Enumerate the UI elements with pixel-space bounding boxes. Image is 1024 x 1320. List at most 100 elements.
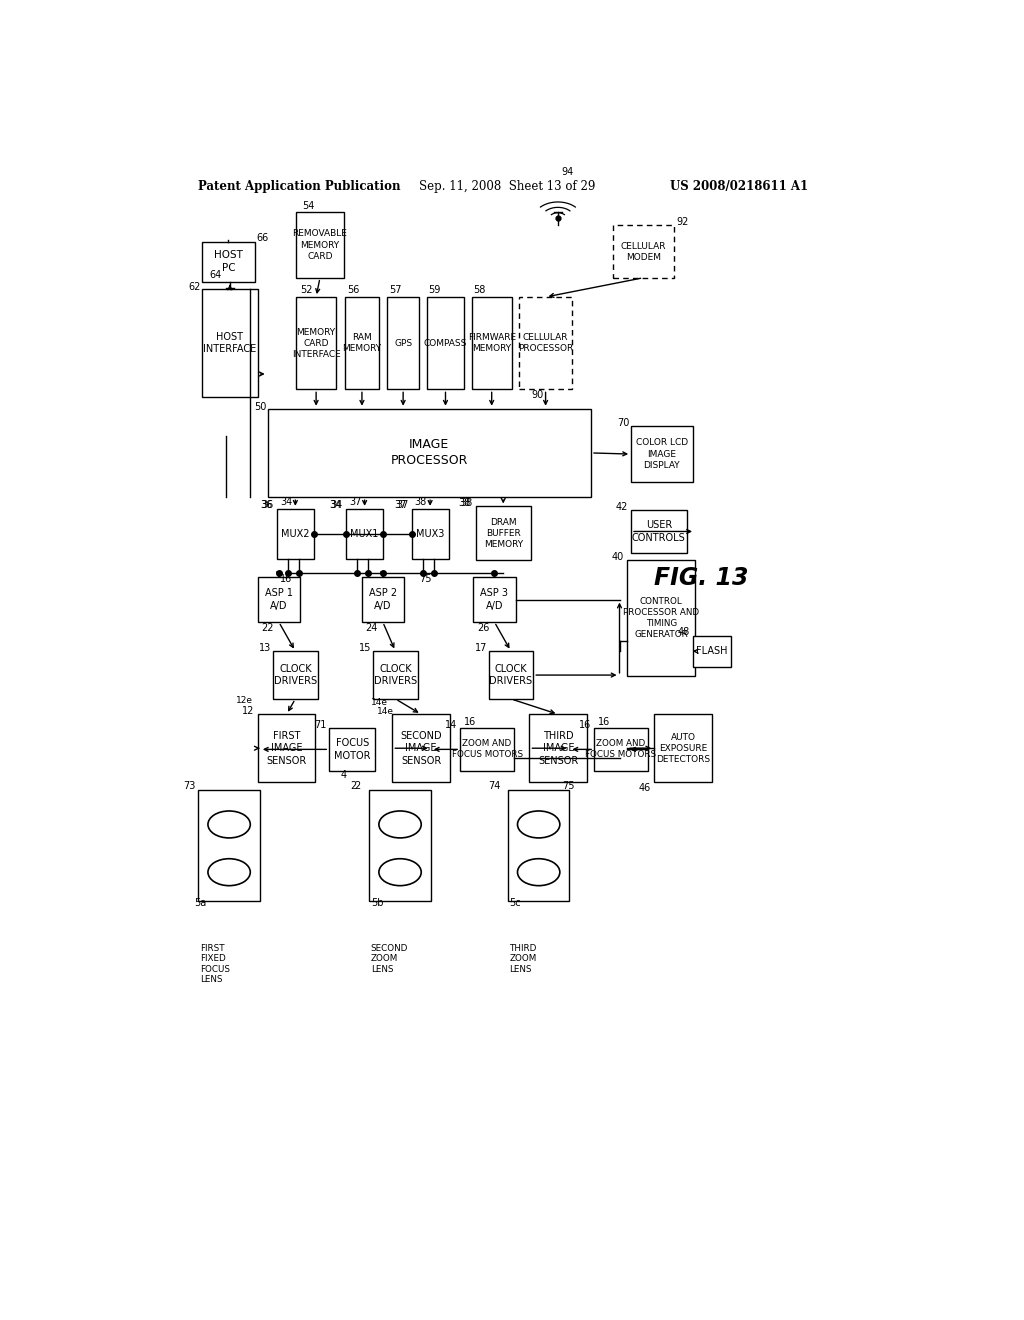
Text: 52: 52 [300, 285, 312, 294]
Text: FOCUS
MOTOR: FOCUS MOTOR [334, 738, 371, 760]
Text: FIRMWARE
MEMORY: FIRMWARE MEMORY [468, 333, 516, 354]
Text: 14e: 14e [377, 708, 394, 715]
Text: Sep. 11, 2008  Sheet 13 of 29: Sep. 11, 2008 Sheet 13 of 29 [419, 180, 596, 193]
Text: 16: 16 [579, 719, 591, 730]
Text: 38: 38 [459, 498, 471, 508]
Bar [296, 297, 336, 389]
Text: ASP 1
A/D: ASP 1 A/D [265, 589, 293, 611]
Text: 74: 74 [488, 781, 501, 792]
Text: 66: 66 [256, 234, 268, 243]
Text: 54: 54 [302, 201, 314, 211]
Bar [519, 297, 571, 389]
Text: CONTROL
PROCESSOR AND
TIMING
GENERATOR: CONTROL PROCESSOR AND TIMING GENERATOR [623, 597, 699, 639]
Text: 71: 71 [313, 719, 327, 730]
Bar [346, 508, 383, 558]
Text: 48: 48 [677, 627, 689, 638]
Bar [199, 789, 260, 902]
Text: RAM
MEMORY: RAM MEMORY [342, 333, 382, 354]
Bar [361, 577, 403, 622]
Text: 40: 40 [611, 552, 624, 562]
Bar [475, 507, 531, 561]
Text: FLASH: FLASH [696, 647, 728, 656]
Text: COLOR LCD
IMAGE
DISPLAY: COLOR LCD IMAGE DISPLAY [636, 438, 688, 470]
Bar [258, 577, 300, 622]
Text: FIG. 13: FIG. 13 [654, 565, 749, 590]
Bar [508, 789, 569, 902]
Text: HOST
INTERFACE: HOST INTERFACE [204, 333, 257, 354]
Text: AUTO
EXPOSURE
DETECTORS: AUTO EXPOSURE DETECTORS [656, 733, 710, 764]
Text: USER
CONTROLS: USER CONTROLS [632, 520, 686, 543]
Bar [631, 426, 692, 482]
Text: FIRST
IMAGE
SENSOR: FIRST IMAGE SENSOR [266, 731, 306, 766]
Bar [628, 561, 695, 676]
Text: HOST
PC: HOST PC [214, 251, 243, 273]
Text: 58: 58 [473, 285, 485, 294]
Bar [631, 511, 686, 553]
Text: 16: 16 [598, 717, 610, 726]
Text: 26: 26 [477, 623, 489, 632]
Text: 5b: 5b [371, 898, 383, 908]
Text: FIRST
FIXED
FOCUS
LENS: FIRST FIXED FOCUS LENS [200, 944, 229, 983]
Bar [612, 226, 674, 277]
Text: 92: 92 [677, 216, 689, 227]
Bar [654, 714, 712, 781]
Text: 22: 22 [261, 623, 274, 632]
Text: CLOCK
DRIVERS: CLOCK DRIVERS [273, 664, 316, 686]
Text: CLOCK
DRIVERS: CLOCK DRIVERS [489, 664, 532, 686]
Text: GPS: GPS [394, 339, 413, 347]
Text: Patent Application Publication: Patent Application Publication [199, 180, 400, 193]
Text: 34: 34 [330, 500, 341, 511]
Bar [387, 297, 419, 389]
Text: 37: 37 [394, 500, 408, 511]
Bar [392, 714, 451, 781]
Text: 75: 75 [419, 574, 431, 585]
Text: ZOOM AND
FOCUS MOTORS: ZOOM AND FOCUS MOTORS [586, 739, 656, 759]
Bar [692, 636, 731, 667]
Text: IMAGE
PROCESSOR: IMAGE PROCESSOR [390, 438, 468, 467]
Text: 4: 4 [341, 770, 347, 780]
Text: ASP 3
A/D: ASP 3 A/D [480, 589, 508, 611]
Text: 12: 12 [243, 706, 255, 715]
Text: 56: 56 [347, 285, 359, 294]
Text: 64: 64 [210, 271, 222, 280]
Text: ASP 2
A/D: ASP 2 A/D [369, 589, 396, 611]
Text: 38: 38 [415, 498, 427, 507]
Text: MUX1: MUX1 [350, 529, 379, 539]
Bar [594, 729, 648, 771]
Text: DRAM
BUFFER
MEMORY: DRAM BUFFER MEMORY [483, 517, 523, 549]
Text: ZOOM AND
FOCUS MOTORS: ZOOM AND FOCUS MOTORS [452, 739, 522, 759]
Text: 14: 14 [444, 719, 457, 730]
Text: 73: 73 [183, 781, 196, 792]
Text: 75: 75 [562, 781, 574, 792]
Text: 2: 2 [354, 781, 360, 792]
Text: 16: 16 [464, 717, 476, 726]
Text: REMOVABLE
MEMORY
CARD: REMOVABLE MEMORY CARD [293, 230, 347, 260]
Text: 70: 70 [617, 418, 630, 428]
Text: THIRD
IMAGE
SENSOR: THIRD IMAGE SENSOR [539, 731, 579, 766]
Text: MEMORY
CARD
INTERFACE: MEMORY CARD INTERFACE [292, 327, 341, 359]
Text: COMPASS: COMPASS [424, 339, 467, 347]
Text: 2: 2 [350, 781, 356, 792]
Text: 62: 62 [188, 282, 201, 293]
Text: 34: 34 [280, 498, 292, 507]
Text: MUX2: MUX2 [282, 529, 309, 539]
Text: 94: 94 [562, 166, 574, 177]
Text: 50: 50 [254, 401, 266, 412]
Text: 42: 42 [615, 502, 628, 512]
Text: 17: 17 [475, 643, 487, 653]
Text: 38: 38 [460, 498, 472, 508]
Text: 46: 46 [639, 783, 651, 793]
Bar [529, 714, 587, 781]
Bar [202, 289, 258, 397]
Bar [296, 213, 344, 277]
Bar [488, 651, 534, 700]
Bar [472, 297, 512, 389]
Text: CELLULAR
MODEM: CELLULAR MODEM [621, 242, 667, 261]
Text: 12e: 12e [237, 696, 253, 705]
Text: 37: 37 [396, 500, 409, 511]
Text: 5c: 5c [509, 898, 521, 908]
Text: SECOND
IMAGE
SENSOR: SECOND IMAGE SENSOR [400, 731, 442, 766]
Text: THIRD
ZOOM
LENS: THIRD ZOOM LENS [509, 944, 537, 974]
Text: SECOND
ZOOM
LENS: SECOND ZOOM LENS [371, 944, 409, 974]
Bar [427, 297, 464, 389]
